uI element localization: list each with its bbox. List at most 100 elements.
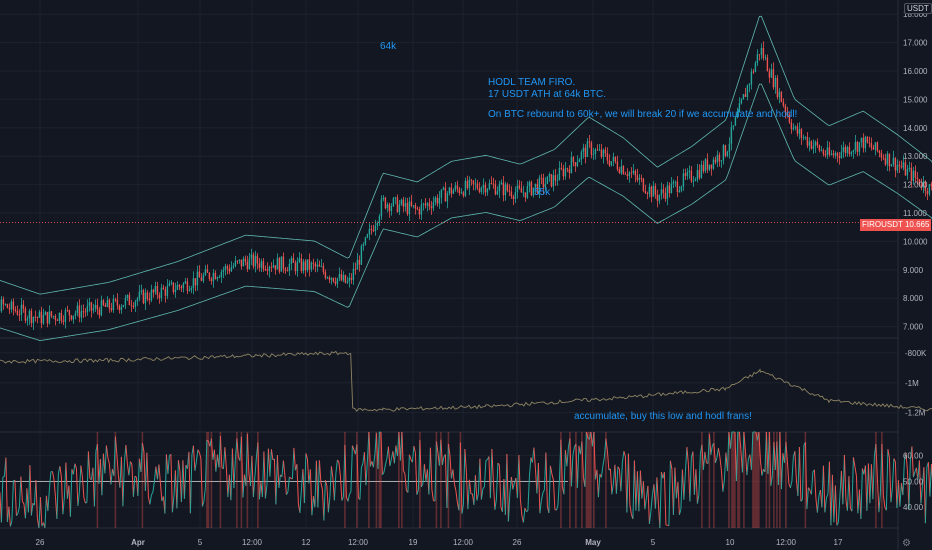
candle-body [486,188,489,193]
rsi-segment [716,448,719,458]
rsi-segment [359,467,362,500]
price-pane[interactable] [0,15,932,341]
candle-body [434,197,437,203]
rsi-segment [603,438,607,457]
rsi-segment [339,476,343,501]
rsi-highlight [398,432,400,528]
candle-body [300,258,303,271]
rsi-segment [533,447,536,469]
candle-body [562,168,565,177]
candle-body [872,147,875,150]
rsi-segment [738,431,742,450]
x-tick-label: 10 [726,538,735,547]
candle-body [444,187,447,202]
rsi-segment [804,442,808,509]
rsi-segment [701,444,704,470]
rsi-segment [101,453,104,496]
rsi-segment [215,454,218,472]
rsi-segment [284,475,287,495]
candle-body [48,311,51,324]
rsi-segment [498,465,502,507]
obv-pane[interactable] [0,350,932,425]
candle-body [332,277,335,282]
rsi-segment [72,463,76,475]
rsi-pane[interactable] [0,431,932,529]
candle-body [706,159,709,170]
candle-body [382,197,385,200]
candle-body [442,187,445,190]
rsi-highlight [731,432,733,528]
rsi-segment [365,461,368,486]
candle-body [464,180,467,196]
rsi-segment [621,451,625,463]
currency-unit-badge[interactable]: USDT [904,3,932,14]
candle-body [346,281,349,283]
candle-body [170,282,173,284]
rsi-segment [462,448,466,505]
candle-body [296,261,299,272]
rsi-segment [848,476,851,509]
rsi-highlight [401,432,403,528]
rsi-segment [275,455,278,505]
rsi-segment [851,457,854,512]
candle-body [802,137,805,139]
candle-body [652,185,655,197]
y-tick-label: -1.2M [905,409,926,418]
rsi-segment [56,473,59,519]
rsi-segment [489,448,493,499]
rsi-highlight [585,432,588,528]
candle-body [788,114,791,123]
rsi-segment [311,496,314,516]
gear-icon[interactable]: ⚙ [902,538,911,549]
rsi-segment [548,465,551,514]
rsi-segment [230,448,233,501]
candle-body [468,179,471,189]
rsi-segment [8,506,11,527]
rsi-highlight [734,432,736,528]
candle-body [658,195,661,201]
candle-body [472,180,475,184]
candle-body [756,54,759,64]
rsi-segment [605,438,608,451]
rsi-segment [566,447,569,467]
candle-body [116,299,119,306]
candle-body [166,285,169,296]
last-price-value: 10.665 [904,220,930,229]
candle-body [812,145,815,149]
candle-body [92,308,95,311]
rsi-segment [549,465,553,475]
rsi-segment [846,476,850,511]
rsi-highlight [743,432,745,528]
candle-body [804,136,807,138]
candle-body [914,170,917,178]
rsi-segment [611,483,614,495]
rsi-segment [918,460,922,504]
rsi-segment [158,464,161,483]
candle-body [338,274,341,279]
candle-body [726,151,729,156]
rsi-segment [38,497,41,529]
rsi-highlight [447,432,450,528]
candle-body [404,203,407,207]
candle-body [918,179,921,185]
candle-body [690,170,693,182]
rsi-segment [617,466,620,470]
rsi-segment [441,456,445,466]
candle-body [572,157,575,163]
rsi-segment [29,465,32,516]
candle-body [192,278,195,289]
candle-body [906,169,909,176]
rsi-highlight [378,432,381,528]
candle-body [102,300,105,305]
rsi-segment [201,501,205,507]
rsi-segment [146,452,149,497]
rsi-segment [236,438,239,458]
candle-body [600,149,603,157]
rsi-segment [726,431,730,472]
candle-body [916,177,919,180]
candle-body [592,154,595,155]
rsi-segment [323,480,326,521]
candle-body [40,311,43,324]
y-tick-label: 9.000 [903,266,924,275]
